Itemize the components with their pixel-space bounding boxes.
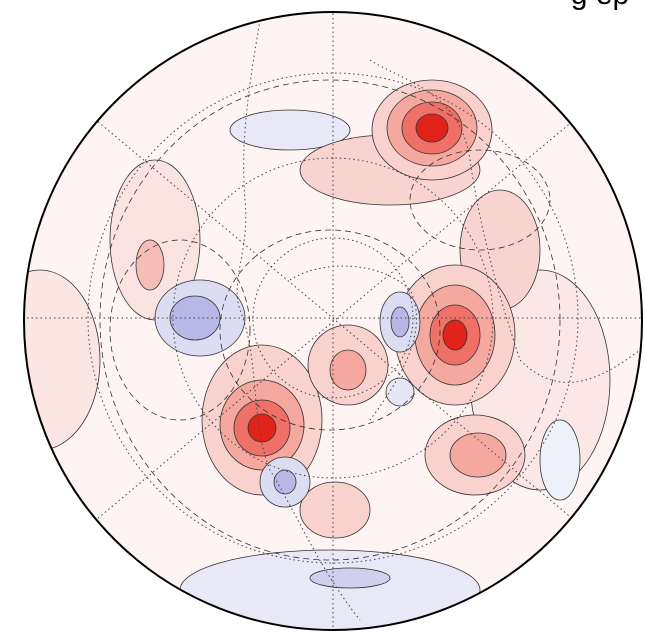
contour (179, 549, 481, 630)
contour-negative (219, 229, 441, 431)
coastline (289, 265, 417, 421)
contour (539, 419, 581, 501)
contour-negative (99, 79, 561, 561)
anomaly-negative (385, 377, 415, 407)
parallel (172, 157, 494, 479)
anomaly-positive (201, 344, 323, 496)
anomaly-positive (371, 79, 493, 181)
anomaly-positive (299, 481, 371, 539)
map-boundary (23, 11, 643, 631)
coastline (369, 59, 641, 383)
contour-negative (409, 149, 551, 251)
anomaly-positive (135, 239, 165, 291)
anomaly-positive (449, 432, 507, 478)
map-title: g ep (571, 0, 629, 11)
anomaly-negative (390, 306, 410, 338)
anomaly-positive (394, 264, 516, 406)
contour-negative (109, 239, 251, 421)
parallel (87, 72, 579, 564)
parallel (252, 237, 414, 399)
anomaly-negative (309, 567, 391, 589)
anomaly-negative (273, 469, 297, 495)
contour (229, 109, 351, 151)
anomaly-positive (329, 349, 367, 391)
